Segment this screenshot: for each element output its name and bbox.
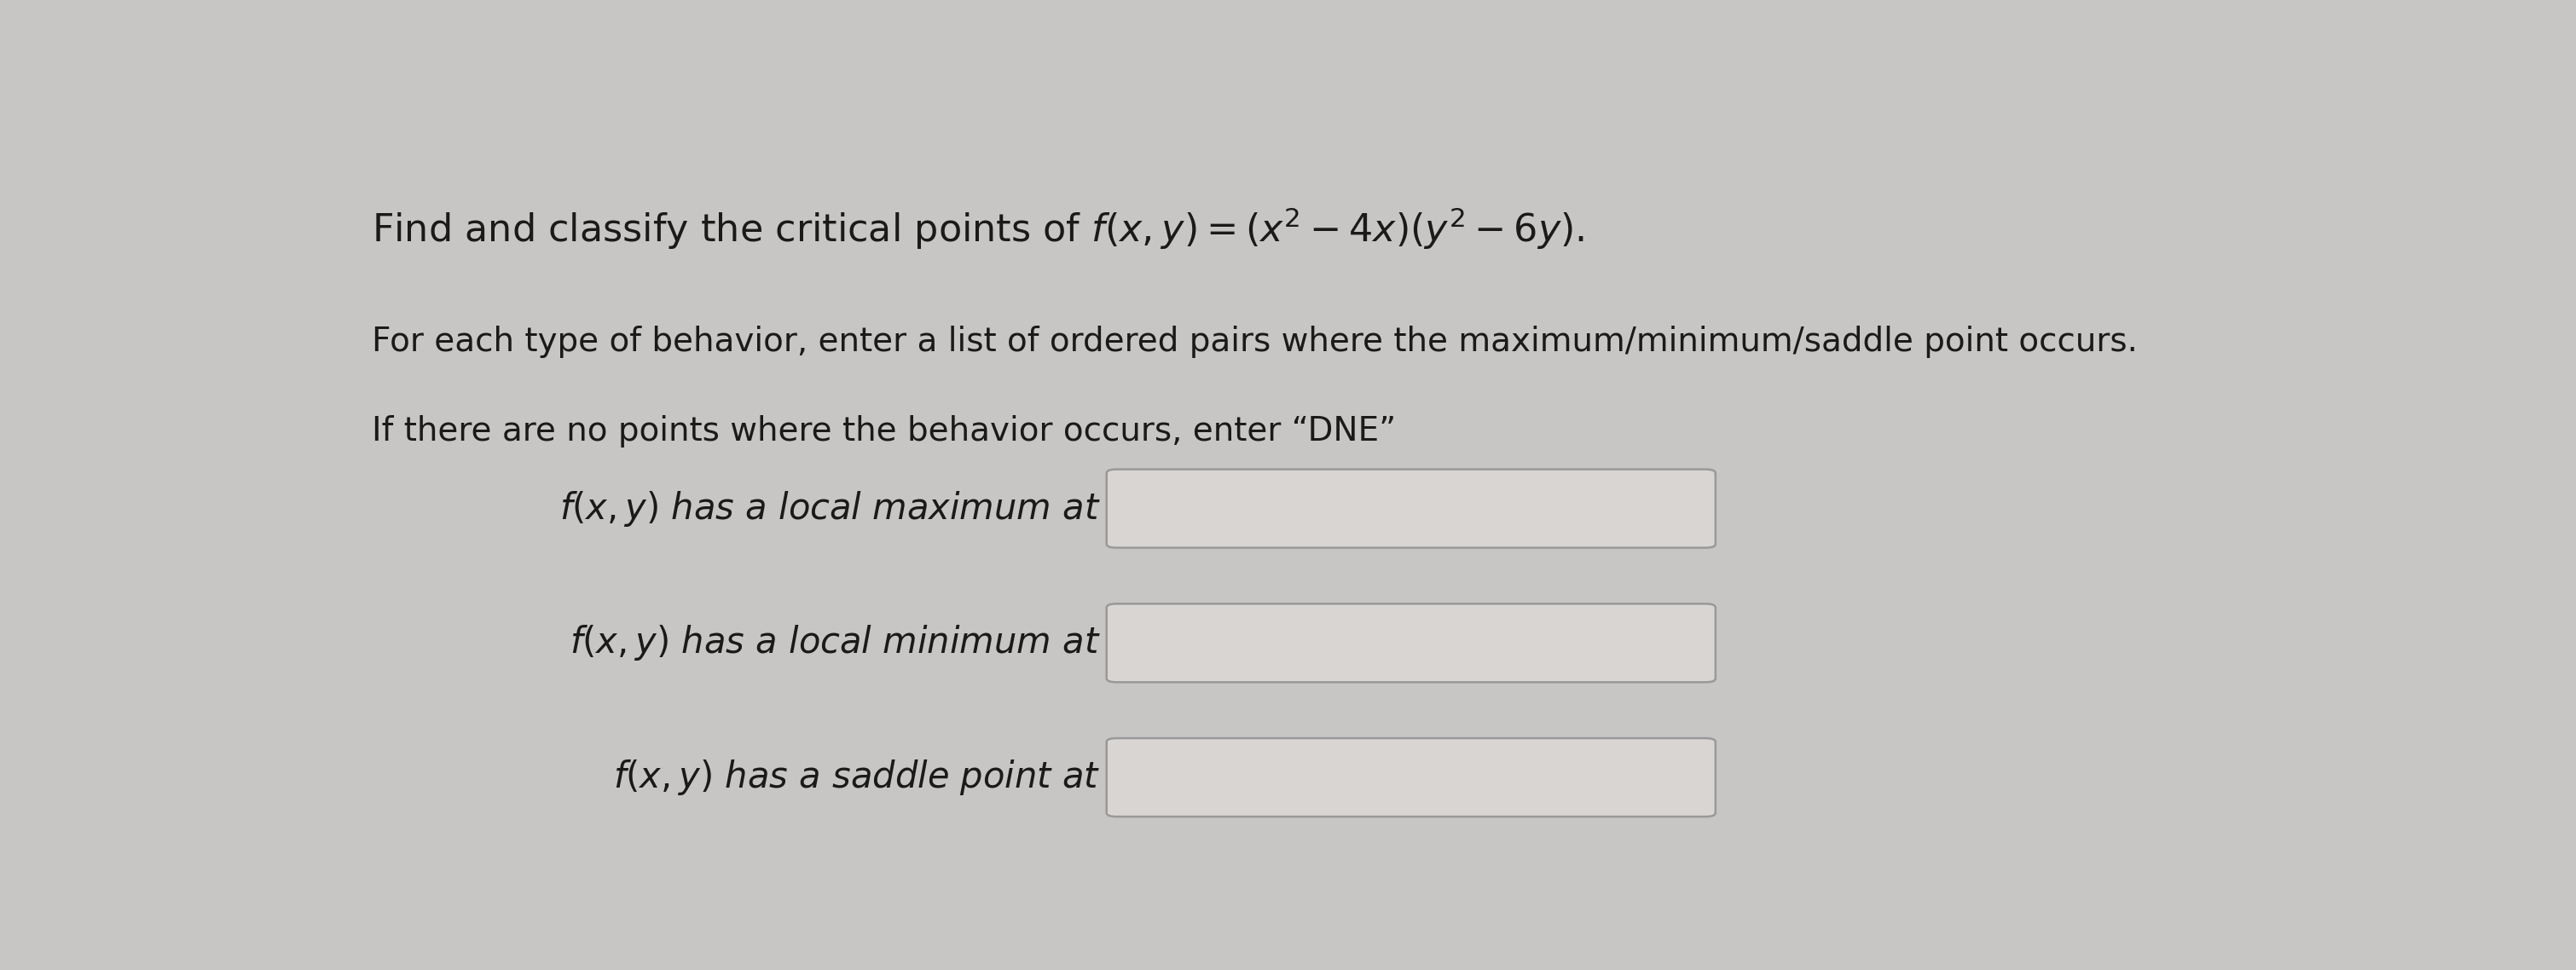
Text: $f(x, y)$ has a local maximum at: $f(x, y)$ has a local maximum at: [559, 489, 1100, 528]
Text: $f(x, y)$ has a local minimum at: $f(x, y)$ has a local minimum at: [569, 624, 1100, 663]
Text: For each type of behavior, enter a list of ordered pairs where the maximum/minim: For each type of behavior, enter a list …: [371, 326, 2138, 358]
Text: If there are no points where the behavior occurs, enter “DNE”: If there are no points where the behavio…: [371, 415, 1396, 447]
FancyBboxPatch shape: [1108, 738, 1716, 817]
FancyBboxPatch shape: [1108, 469, 1716, 548]
FancyBboxPatch shape: [1108, 603, 1716, 682]
Text: Find and classify the critical points of $f(x, y) = (x^2 - 4x)(y^2 - 6y).$: Find and classify the critical points of…: [371, 206, 1584, 252]
Text: $f(x, y)$ has a saddle point at: $f(x, y)$ has a saddle point at: [613, 758, 1100, 797]
